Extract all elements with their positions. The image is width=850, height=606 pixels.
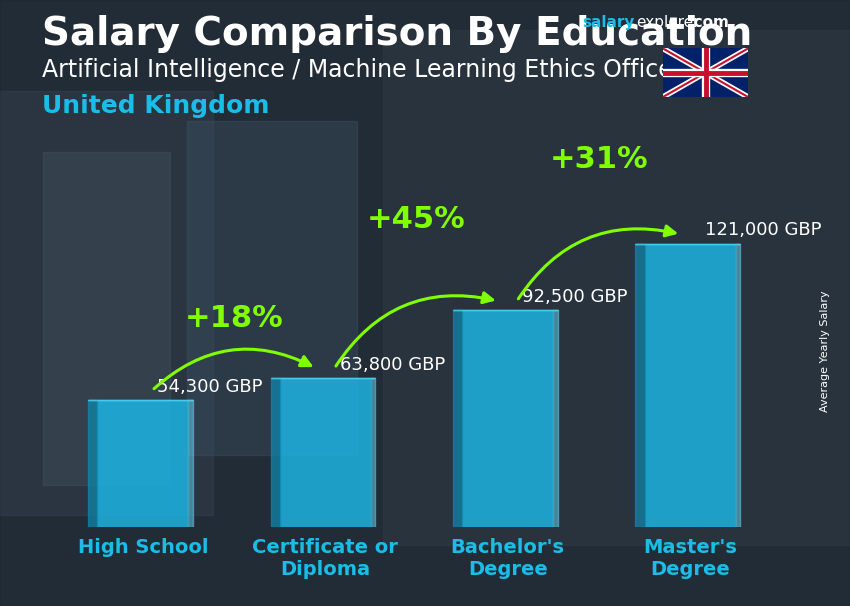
FancyBboxPatch shape: [553, 310, 558, 527]
Text: +45%: +45%: [367, 205, 466, 234]
Text: 121,000 GBP: 121,000 GBP: [705, 221, 821, 239]
FancyBboxPatch shape: [736, 244, 740, 527]
Text: 54,300 GBP: 54,300 GBP: [157, 378, 263, 396]
FancyBboxPatch shape: [189, 400, 193, 527]
Text: .com: .com: [688, 15, 729, 30]
Bar: [187, 121, 357, 454]
Bar: [382, 30, 850, 545]
Text: Salary Comparison By Education: Salary Comparison By Education: [42, 15, 753, 53]
Text: 92,500 GBP: 92,500 GBP: [522, 288, 628, 306]
Text: +18%: +18%: [184, 304, 283, 333]
Bar: [97, 400, 189, 527]
FancyBboxPatch shape: [636, 244, 644, 527]
Text: Average Yearly Salary: Average Yearly Salary: [820, 291, 830, 412]
Bar: [0, 91, 212, 515]
Text: United Kingdom: United Kingdom: [42, 94, 270, 118]
Bar: [462, 310, 553, 527]
Text: salary: salary: [582, 15, 635, 30]
Bar: [644, 244, 736, 527]
Bar: [280, 378, 371, 527]
FancyBboxPatch shape: [270, 378, 280, 527]
Text: 63,800 GBP: 63,800 GBP: [340, 356, 445, 373]
Text: Artificial Intelligence / Machine Learning Ethics Officer: Artificial Intelligence / Machine Learni…: [42, 58, 683, 82]
FancyBboxPatch shape: [371, 378, 376, 527]
Text: +31%: +31%: [550, 145, 649, 174]
FancyBboxPatch shape: [453, 310, 462, 527]
Bar: [42, 152, 170, 485]
FancyBboxPatch shape: [88, 400, 97, 527]
Text: explorer: explorer: [636, 15, 700, 30]
